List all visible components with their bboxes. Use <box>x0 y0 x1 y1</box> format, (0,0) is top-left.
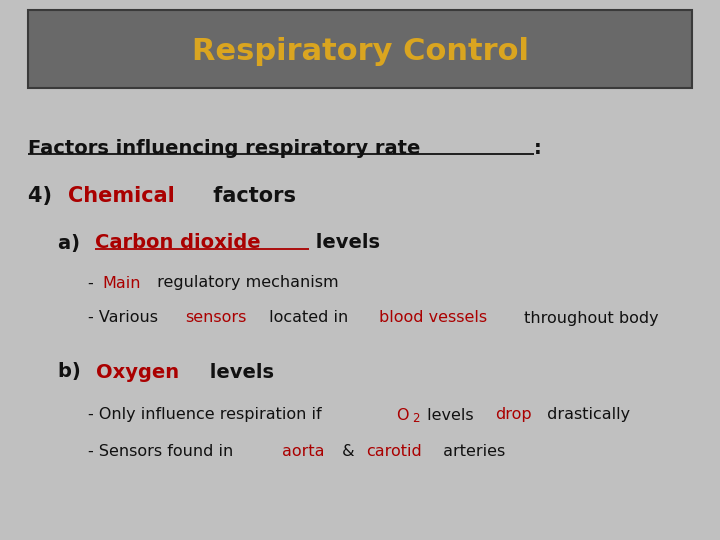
Text: Factors influencing respiratory rate: Factors influencing respiratory rate <box>28 138 420 158</box>
Text: - Only influence respiration if: - Only influence respiration if <box>88 408 327 422</box>
Text: factors: factors <box>206 186 296 206</box>
Text: O: O <box>396 408 408 422</box>
Text: levels: levels <box>422 408 479 422</box>
Text: throughout body: throughout body <box>519 310 659 326</box>
Text: - Sensors found in: - Sensors found in <box>88 444 238 460</box>
Text: sensors: sensors <box>185 310 246 326</box>
Text: -: - <box>88 275 99 291</box>
Text: - Various: - Various <box>88 310 163 326</box>
Text: aorta: aorta <box>282 444 325 460</box>
Text: Respiratory Control: Respiratory Control <box>192 37 528 66</box>
Text: Main: Main <box>102 275 140 291</box>
Text: b): b) <box>58 362 88 381</box>
Text: Chemical: Chemical <box>68 186 175 206</box>
Text: :: : <box>534 138 542 158</box>
Text: &: & <box>337 444 359 460</box>
Text: levels: levels <box>203 362 274 381</box>
Text: located in: located in <box>264 310 354 326</box>
Text: 2: 2 <box>412 411 420 424</box>
Text: blood vessels: blood vessels <box>379 310 487 326</box>
Text: a): a) <box>58 233 86 253</box>
Text: carotid: carotid <box>366 444 422 460</box>
Text: drop: drop <box>495 408 532 422</box>
Text: drastically: drastically <box>542 408 631 422</box>
Text: Carbon dioxide: Carbon dioxide <box>95 233 261 253</box>
Text: regulatory mechanism: regulatory mechanism <box>152 275 338 291</box>
Text: 4): 4) <box>28 186 59 206</box>
Text: levels: levels <box>309 233 380 253</box>
FancyBboxPatch shape <box>28 10 692 88</box>
Text: arteries: arteries <box>438 444 505 460</box>
Text: Oxygen: Oxygen <box>96 362 179 381</box>
